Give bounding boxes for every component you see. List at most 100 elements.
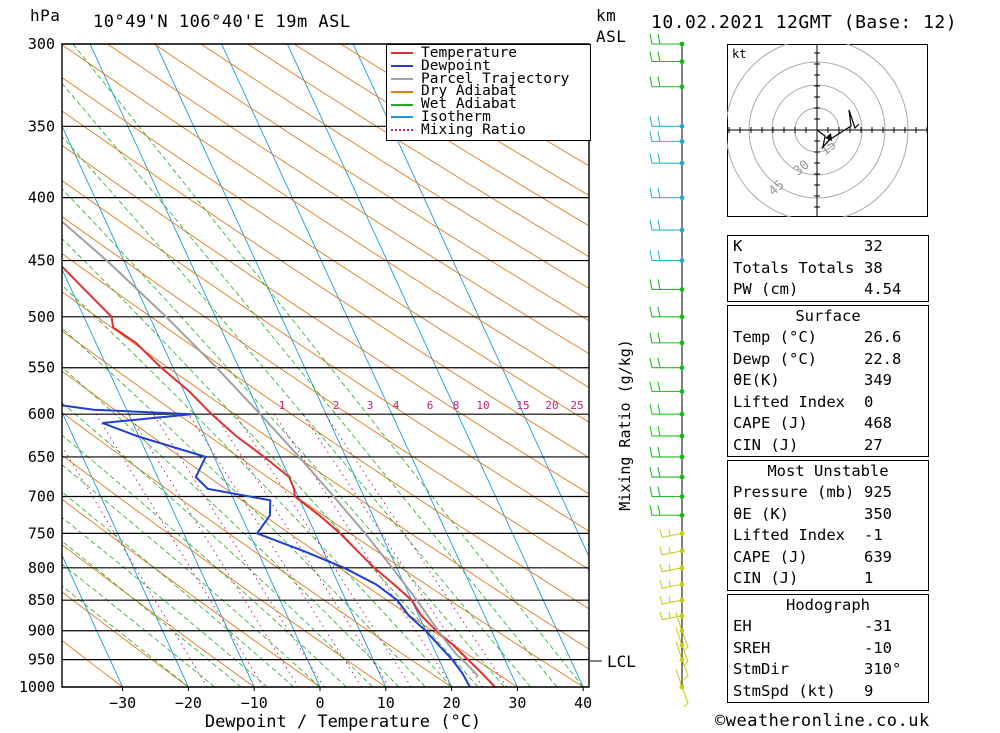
wind-barb [649,425,685,439]
isotherm-line [62,268,255,687]
wind-level-dot [679,227,685,233]
wind-barb [649,404,685,417]
temperature-tick-label: 10 [377,694,395,712]
wind-level-dot [679,138,685,144]
dry-adiabat-line [62,44,589,389]
index-label-pw: PW (cm) [733,280,799,298]
legend-item: Dry Adiabat [387,83,590,100]
wind-level-dot [679,84,685,90]
wind-barb [649,51,685,64]
isotherm-line [352,44,589,558]
pressure-tick-label: 300 [28,35,55,53]
legend-swatch [391,52,413,55]
wind-barb [659,580,685,589]
pressure-tick-label: 400 [28,189,55,207]
temperature-tick-label: 40 [574,694,592,712]
wet-adiabat-line [62,585,189,687]
x-axis-title: Dewpoint / Temperature (°C) [205,712,481,732]
mixing-ratio-label: 6 [427,399,434,412]
wind-level-dot [679,613,685,619]
pressure-tick-label: 700 [28,488,55,506]
wind-barb [649,505,685,518]
wind-barb [675,612,689,652]
isotherm-line [62,554,124,687]
wind-barb [649,116,685,129]
parcel-trajectory-line [62,220,479,677]
dry-adiabat-line [153,44,589,322]
wet-adiabat-line [62,366,400,687]
wind-level-dot [679,530,685,536]
pressure-tick-label: 1000 [19,678,55,696]
wind-level-dot [679,59,685,64]
most-unstable-title: Most Unstable [767,462,889,480]
legend-label: Temperature [421,45,518,61]
wind-level-dot [679,512,685,518]
wind-barb [649,446,685,460]
wind-level-dot [679,123,685,129]
mixing-ratio-axis-title: Mixing Ratio (g/kg) [616,339,634,511]
wind-barb [649,306,685,320]
surface-table: Surface Temp (°C) 26.6 Dewp (°C) 22.8 θE(K… [727,305,929,457]
dry-adiabat-line [62,76,589,423]
wind-level-dot [679,365,685,371]
dry-adiabat-line [62,498,321,687]
pressure-tick-label: 500 [28,308,55,326]
wind-barb [649,486,685,499]
temperature-tick-label: −10 [241,694,268,712]
wind-barb [649,153,685,166]
wind-level-dot [679,287,685,292]
wind-level-dot [679,684,685,690]
wet-adiabat-line [62,327,426,687]
index-value-pw: 4.54 [864,280,902,298]
wind-barb-column [649,33,689,708]
wind-level-dot [679,41,685,47]
mixing-ratio-line [95,413,264,687]
wind-barb [649,219,685,233]
lcl-marker: LCL [590,652,636,671]
legend-item: Mixing Ratio [387,121,590,138]
pressure-tick-label: 650 [28,448,55,466]
wind-barb [649,131,685,144]
wet-adiabat-line [62,540,242,687]
mixing-ratio-line [235,413,412,687]
legend-label: Mixing Ratio [421,121,526,138]
hodograph-table: Hodograph EH -31 SREH -10 StmDir 310° StmSp… [727,594,929,703]
pressure-tick-label: 550 [28,359,55,377]
mixing-ratio-label: 15 [516,399,529,412]
wind-level-dot [679,340,685,346]
mixing-ratio-label: 10 [476,399,489,412]
index-label-tt: Totals Totals [733,258,855,277]
mixing-ratio-line [128,413,299,687]
wind-level-dot [679,314,685,320]
location-title: 10°49'N 106°40'E 19m ASL [93,12,351,32]
mixing-ratio-label: 2 [333,399,340,412]
wind-barb [675,668,689,708]
wind-barb [659,546,685,556]
pressure-tick-label: 350 [28,117,55,135]
legend-item: Dewpoint [387,59,590,73]
mixing-ratio-label: 20 [545,399,558,412]
dry-adiabat-line [200,44,589,289]
legend-item: Isotherm [387,110,590,124]
hodograph-trace [816,109,860,150]
wet-adiabat-line [62,464,321,687]
wind-barb [675,641,689,680]
pressure-unit-label: hPa [30,6,61,25]
isotherm-line [221,44,518,687]
wind-barb [649,187,685,201]
mixing-ratio-line [214,413,390,687]
index-label-k: K [733,237,743,255]
wind-barb [649,250,685,263]
pressure-tick-label: 850 [28,591,55,609]
wind-level-dot [679,565,685,571]
wind-barb [649,279,685,292]
legend-swatch [391,90,413,93]
height-unit-asl: ASL [596,27,627,46]
temperature-tick-label: 0 [315,694,324,712]
wind-level-dot [679,433,685,439]
isotherm-line [62,411,189,687]
legend-swatch [391,65,413,68]
legend-label: Dry Adiabat [421,83,518,100]
wind-level-dot [679,411,685,417]
dry-adiabat-line [107,44,589,355]
